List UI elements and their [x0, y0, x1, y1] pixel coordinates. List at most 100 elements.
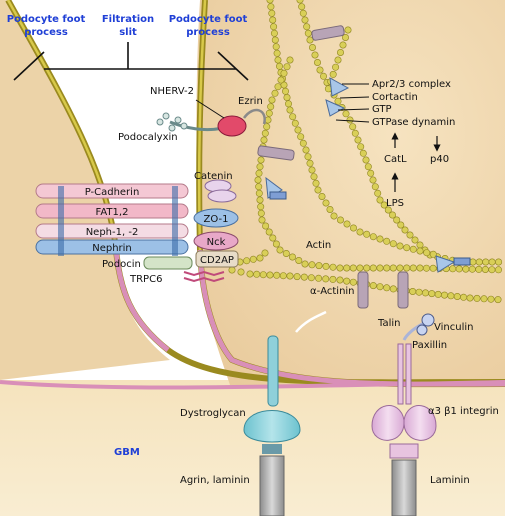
actin-bead	[383, 284, 391, 292]
actin-bead	[269, 16, 277, 24]
actin-bead	[318, 193, 326, 201]
podocalyxin-complex	[156, 99, 266, 137]
label-p-cadherin: P-Cadherin	[85, 187, 140, 198]
label-trpc6: TRPC6	[129, 274, 162, 285]
actin-bead	[296, 0, 304, 4]
actin-bead	[332, 63, 340, 71]
actin-bead	[274, 83, 282, 91]
trpc6-shape	[183, 270, 225, 277]
actin-bead	[475, 265, 483, 273]
actin-bead	[304, 29, 312, 37]
actin-bead	[259, 271, 267, 279]
actin-bead	[369, 282, 377, 290]
actin-bead	[274, 56, 282, 64]
actin-bead	[488, 266, 496, 274]
actin-bead	[306, 159, 314, 167]
actin-bead	[257, 209, 265, 217]
actin-bead	[460, 293, 468, 301]
adaptor-proteins	[143, 179, 239, 283]
actin-bead	[336, 216, 344, 224]
actin-bead	[334, 97, 342, 105]
actin-bead	[411, 236, 419, 244]
label-apr23: Apr2/3 complex	[372, 79, 451, 90]
actin-bead	[315, 274, 323, 282]
actin-bead	[357, 143, 365, 151]
label-vinculin: Vinculin	[434, 322, 473, 333]
zo1-shape	[193, 208, 239, 228]
actin-bead	[349, 123, 357, 131]
actin-bead	[298, 3, 306, 11]
actin-bead	[316, 66, 324, 74]
actin-bead	[255, 183, 263, 191]
podocin-shape	[143, 256, 193, 270]
actin-bead	[481, 265, 489, 273]
label-catl: CatL	[384, 154, 407, 165]
actin-bead	[475, 258, 483, 266]
actin-bead	[308, 43, 316, 51]
actin-bead	[376, 283, 384, 291]
actin-bead	[228, 266, 236, 274]
actin-bead	[356, 264, 364, 272]
actin-bead	[482, 258, 490, 266]
focal-adhesion	[295, 310, 435, 341]
actin-bead	[362, 156, 370, 164]
label-cortactin: Cortactin	[372, 92, 418, 103]
actin-bead	[267, 103, 275, 111]
actin-bead	[416, 247, 424, 255]
actin-bead	[291, 119, 299, 127]
actin-bead	[268, 96, 276, 104]
actin-bead	[396, 242, 404, 250]
actin-bead	[260, 136, 268, 144]
actin-bead	[480, 295, 488, 303]
actin-bead	[279, 272, 287, 280]
actin-bead	[434, 290, 442, 298]
actin-bead	[330, 212, 338, 220]
actin-bead	[339, 41, 347, 49]
actin-bead	[416, 264, 424, 272]
gbm-region	[0, 380, 505, 516]
label-alpha-actinin: α-Actinin	[310, 286, 355, 297]
bar-fat	[35, 203, 189, 219]
actin-bead	[308, 261, 316, 269]
actin-bead	[329, 70, 337, 78]
ezrin-link	[242, 108, 266, 125]
bar-neph	[35, 223, 189, 239]
actin-bead	[354, 136, 362, 144]
actin-bead	[376, 264, 384, 272]
actin-bead	[469, 258, 477, 266]
actin-bead	[322, 199, 330, 207]
nherv2-shape	[217, 115, 247, 137]
actin-bead	[409, 245, 417, 253]
actin-bead	[397, 221, 405, 229]
actin-bead	[275, 62, 283, 70]
pathway-arrows	[391, 132, 441, 192]
actin-bead	[351, 129, 359, 137]
actin-bead	[343, 277, 351, 285]
actin-bead	[283, 94, 291, 102]
actin-bead	[423, 249, 431, 257]
actin-bead	[494, 266, 502, 274]
actin-bead	[403, 264, 411, 272]
actin-bead	[237, 268, 245, 276]
actin-bead	[429, 264, 437, 272]
actin-bead	[270, 23, 278, 31]
actin-bead	[343, 220, 351, 228]
actin-bead	[376, 196, 384, 204]
actin-bead	[256, 163, 264, 171]
label-dystroglycan: Dystroglycan	[180, 408, 246, 419]
actin-bead	[315, 262, 323, 270]
label-laminin: Laminin	[430, 475, 470, 486]
label-nephrin: Nephrin	[92, 243, 132, 254]
label-gbm: GBM	[114, 447, 140, 458]
actin-bead	[421, 289, 429, 297]
label-cd2ap: CD2AP	[200, 255, 234, 266]
actin-bead	[346, 116, 354, 124]
actin-bead	[389, 285, 397, 293]
actin-bead	[269, 234, 277, 242]
label-actin: Actin	[306, 240, 331, 251]
dystroglycan-shape	[243, 335, 301, 516]
label-ezrin: Ezrin	[238, 96, 263, 107]
cd2ap-shape	[195, 250, 239, 268]
actin-bead	[329, 275, 337, 283]
